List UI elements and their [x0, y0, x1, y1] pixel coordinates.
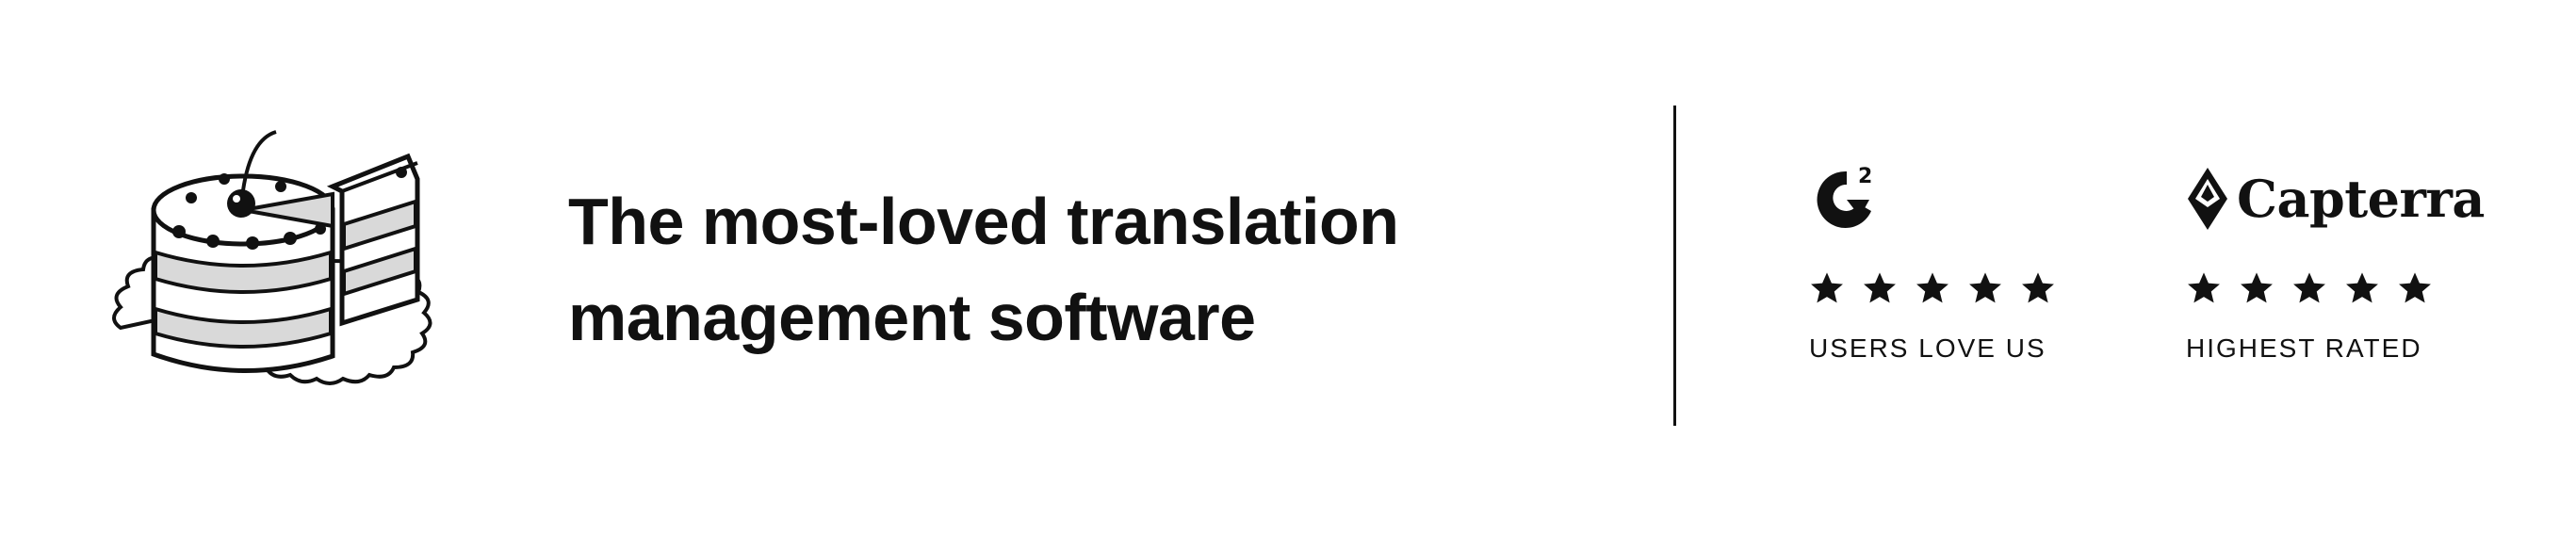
capterra-caption: HIGHEST RATED — [2186, 333, 2422, 363]
star-icon — [2022, 272, 2054, 303]
star-icon — [1969, 272, 2001, 303]
cake-illustration-icon — [112, 130, 432, 385]
capterra-stars — [2186, 268, 2485, 309]
g2-logo-icon: 2 — [1817, 165, 1872, 228]
star-icon — [1916, 272, 1948, 303]
vertical-divider — [1673, 106, 1676, 426]
star-icon — [1864, 272, 1896, 303]
capterra-logo: Capterra — [2186, 160, 2485, 237]
g2-rating-badge: 2 USERS LOVE US — [1809, 160, 2056, 364]
star-icon — [2188, 272, 2220, 303]
star-icon — [1811, 272, 1843, 303]
g2-caption: USERS LOVE US — [1809, 333, 2046, 363]
capterra-logo-icon — [2188, 168, 2227, 230]
headline-line-1: The most-loved translation — [568, 185, 1399, 258]
star-icon — [2399, 272, 2431, 303]
headline: The most-loved translation management so… — [568, 173, 1510, 365]
capterra-logo-text: Capterra — [2237, 169, 2485, 229]
star-icon — [2241, 272, 2273, 303]
headline-line-2: management software — [568, 281, 1256, 354]
g2-logo: 2 — [1809, 160, 2056, 237]
capterra-rating-badge: Capterra HIGHEST RATED — [2186, 160, 2485, 364]
g2-stars — [1809, 268, 2056, 309]
star-icon — [2346, 272, 2378, 303]
g2-logo-text: 2 — [1858, 165, 1872, 188]
star-icon — [2293, 272, 2325, 303]
